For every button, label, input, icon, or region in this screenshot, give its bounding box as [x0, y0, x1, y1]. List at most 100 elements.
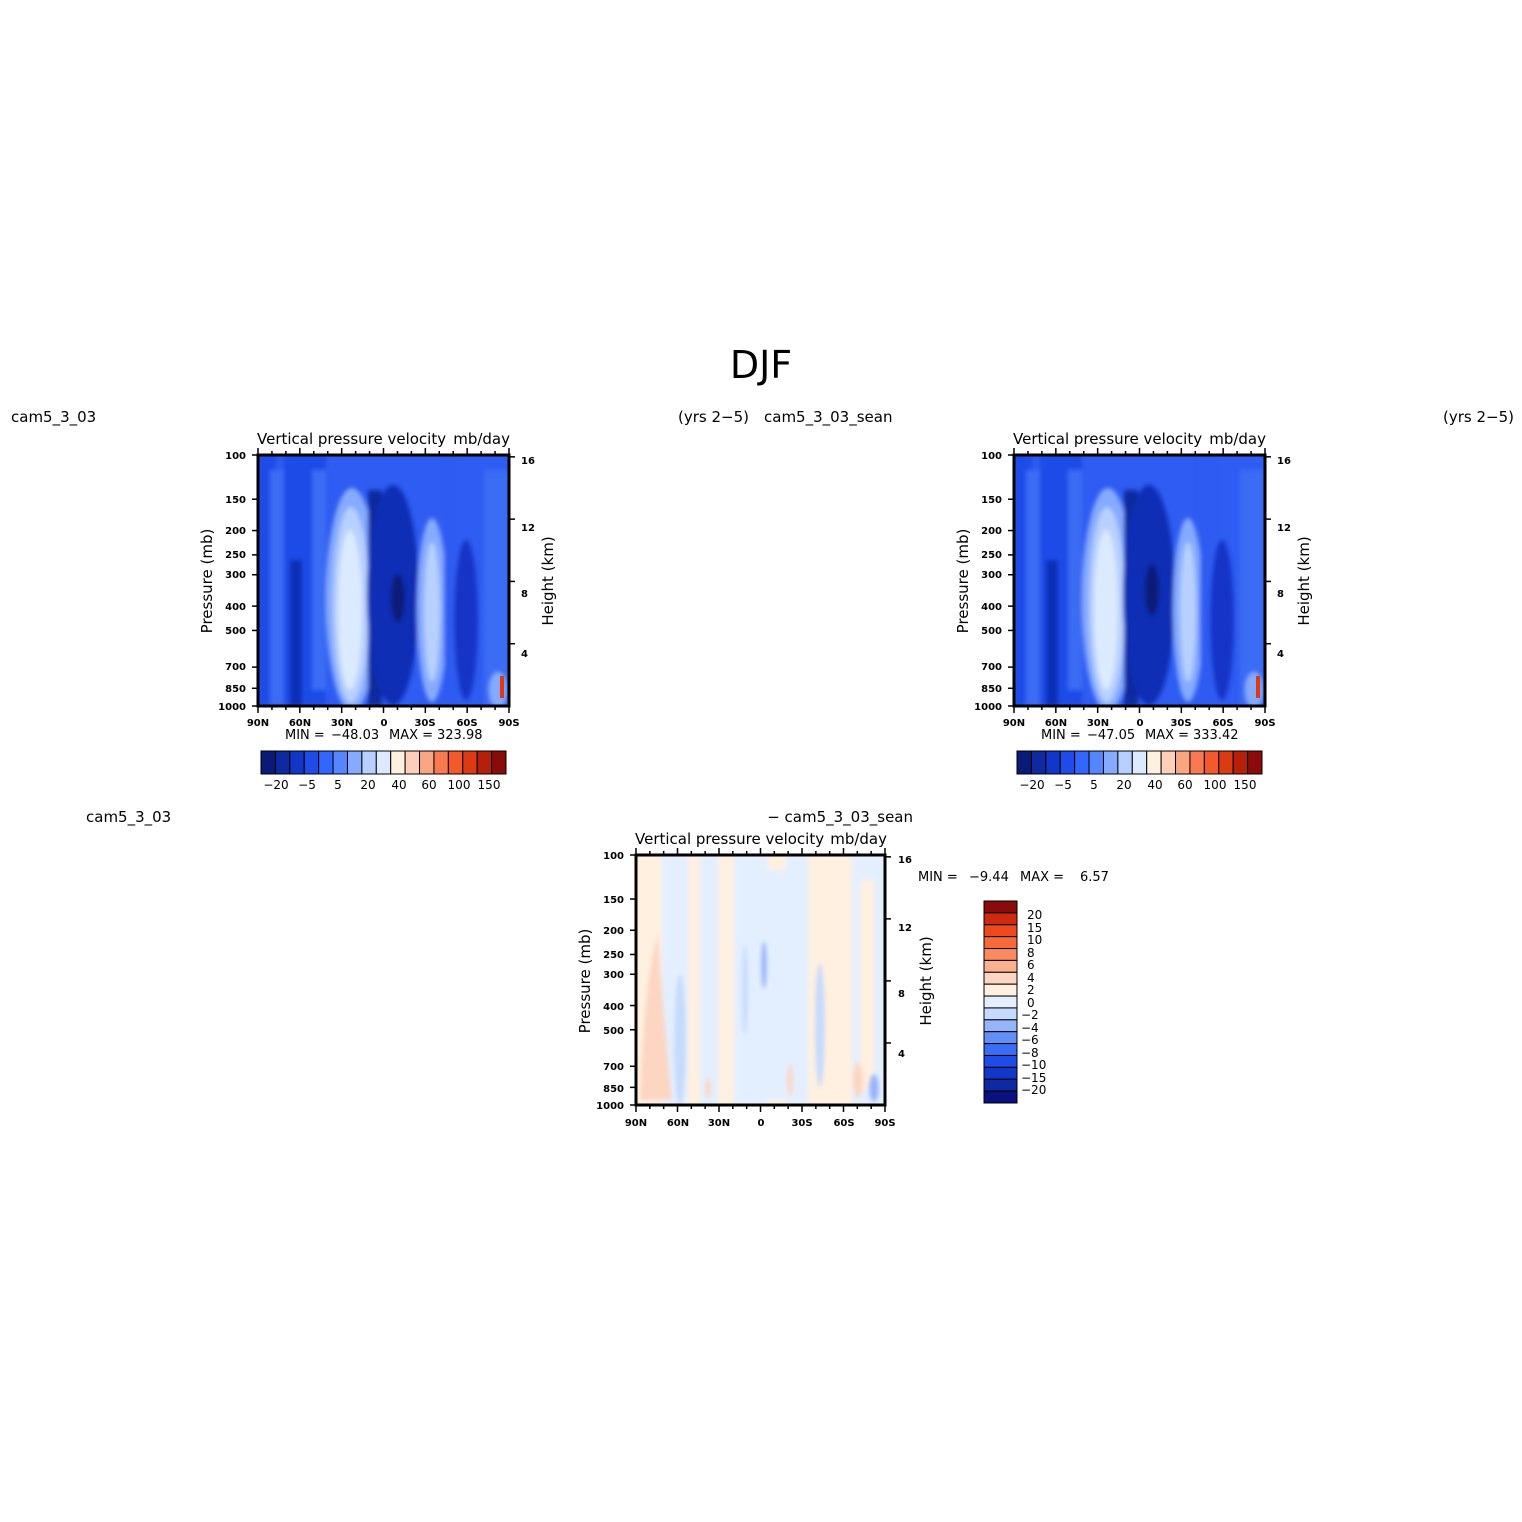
- diff-run-left: cam5_3_03: [86, 808, 171, 827]
- y-tick-label: 200: [225, 526, 246, 537]
- min-label: MIN =: [1041, 728, 1081, 743]
- y2-tick-label: 16: [1277, 456, 1291, 467]
- colorbar-box: [983, 1043, 1018, 1056]
- contour-field: [258, 455, 509, 706]
- chart-title: Vertical pressure velocity: [1013, 430, 1202, 448]
- colorbar-label: 60: [1177, 778, 1192, 792]
- colorbar-box: [390, 750, 406, 775]
- panel-control: Vertical pressure velocity mb/day Pressu…: [954, 430, 1313, 792]
- colorbar-box: [983, 1019, 1018, 1033]
- max-value: 6.57: [1080, 870, 1109, 885]
- y-axis-label: Pressure (mb): [198, 529, 216, 634]
- colorbar-label: 5: [334, 778, 342, 792]
- colorbar-box: [433, 750, 449, 775]
- colorbar-box: [419, 750, 435, 775]
- y-tick-label: 300: [603, 970, 624, 981]
- colorbar-box: [1247, 750, 1263, 775]
- colorbar-box: [346, 750, 363, 775]
- x-tick-labels: 90N 60N 30N 0 30S 60S 90S: [247, 718, 520, 729]
- min-value: −9.44: [969, 870, 1009, 885]
- y2-tick-labels: 16 12 8 4: [898, 855, 912, 1060]
- colorbar: [983, 900, 1018, 1104]
- colorbar-box: [1074, 750, 1090, 775]
- colorbar-box: [289, 750, 305, 775]
- colorbar-labels: 20 15 10 8 6 4 2 0 −2 −4 −6 −8 −10 −15 −…: [1021, 908, 1046, 1097]
- colorbar-box: [983, 995, 1018, 1009]
- y-axis-label: Pressure (mb): [954, 529, 972, 634]
- y-tick-marks: [1008, 454, 1271, 707]
- panel-difference: Vertical pressure velocity mb/day Pressu…: [576, 830, 1109, 1129]
- x-tick-label: 90N: [625, 1118, 647, 1129]
- y2-tick-label: 4: [521, 649, 528, 660]
- colorbar-label: 15: [1027, 921, 1042, 935]
- min-value: −47.05: [1087, 728, 1135, 743]
- x-tick-label: 0: [381, 718, 388, 729]
- y-tick-label: 300: [225, 570, 246, 581]
- y-tick-label: 850: [981, 684, 1002, 695]
- stats-line: MIN = −48.03 MAX = 323.98: [285, 728, 483, 743]
- colorbar-box: [361, 750, 377, 775]
- colorbar-box: [260, 750, 276, 775]
- y-tick-label: 150: [225, 495, 246, 506]
- colorbar-label: 60: [421, 778, 436, 792]
- y-tick-label: 100: [981, 451, 1002, 462]
- x-tick-label: 60S: [1212, 718, 1233, 729]
- colorbar-box: [983, 1007, 1018, 1021]
- colorbar-label: −20: [263, 778, 288, 792]
- x-tick-marks: [257, 448, 510, 713]
- colorbar-box: [983, 1031, 1018, 1045]
- y-tick-label: 850: [603, 1084, 624, 1095]
- colorbar-box: [983, 1078, 1018, 1092]
- colorbar-box: [375, 750, 392, 775]
- y-tick-label: 1000: [218, 702, 246, 713]
- colorbar: [1016, 750, 1263, 775]
- y-tick-label: 700: [981, 662, 1002, 673]
- colorbar-box: [1088, 750, 1104, 775]
- colorbar-label: 40: [1147, 778, 1162, 792]
- colorbar-box: [274, 750, 291, 775]
- x-tick-label: 90S: [498, 718, 519, 729]
- colorbar-label: −20: [1021, 1083, 1046, 1097]
- colorbar-label: 100: [1204, 778, 1227, 792]
- x-tick-label: 30N: [331, 718, 353, 729]
- colorbar-box: [983, 1054, 1018, 1068]
- colorbar-box: [1203, 750, 1220, 775]
- y-tick-marks: [630, 854, 891, 1106]
- y-tick-label: 250: [225, 550, 246, 561]
- colorbar-label: 20: [1027, 908, 1042, 922]
- y-tick-label: 100: [603, 851, 624, 862]
- max-label: MAX =: [389, 728, 433, 743]
- x-tick-label: 0: [758, 1118, 765, 1129]
- y-tick-label: 500: [225, 626, 246, 637]
- max-label: MAX =: [1145, 728, 1189, 743]
- colorbar-labels: −20 −5 5 20 40 60 100 150: [263, 778, 500, 792]
- colorbar-box: [1030, 750, 1047, 775]
- colorbar-box: [1131, 750, 1148, 775]
- colorbar-label: −10: [1021, 1058, 1046, 1072]
- colorbar-box: [983, 912, 1018, 926]
- y2-tick-label: 4: [898, 1049, 905, 1060]
- y-tick-label: 700: [225, 662, 246, 673]
- x-tick-marks: [635, 848, 886, 1112]
- colorbar-label: 0: [1027, 996, 1035, 1010]
- colorbar-label: 4: [1027, 971, 1035, 985]
- colorbar-labels: −20 −5 5 20 40 60 100 150: [1019, 778, 1256, 792]
- colorbar-label: −5: [298, 778, 316, 792]
- figure-title: DJF: [730, 343, 792, 387]
- x-tick-label: 30S: [1170, 718, 1191, 729]
- y-tick-labels: 100 150 200 250 300 400 500 700 850 1000: [596, 851, 624, 1112]
- colorbar-label: 150: [478, 778, 501, 792]
- colorbar-box: [983, 900, 1018, 914]
- y2-tick-label: 12: [521, 523, 535, 534]
- x-tick-label: 90S: [874, 1118, 895, 1129]
- colorbar-label: 40: [391, 778, 406, 792]
- chart-title: Vertical pressure velocity: [635, 830, 824, 848]
- y-tick-label: 500: [603, 1026, 624, 1037]
- y-tick-label: 1000: [596, 1101, 624, 1112]
- colorbar-box: [491, 750, 507, 775]
- y2-tick-label: 8: [898, 989, 905, 1000]
- colorbar-label: 20: [1116, 778, 1131, 792]
- run-label-left: cam5_3_03: [11, 408, 96, 427]
- y-tick-label: 250: [981, 550, 1002, 561]
- colorbar-box: [1232, 750, 1249, 775]
